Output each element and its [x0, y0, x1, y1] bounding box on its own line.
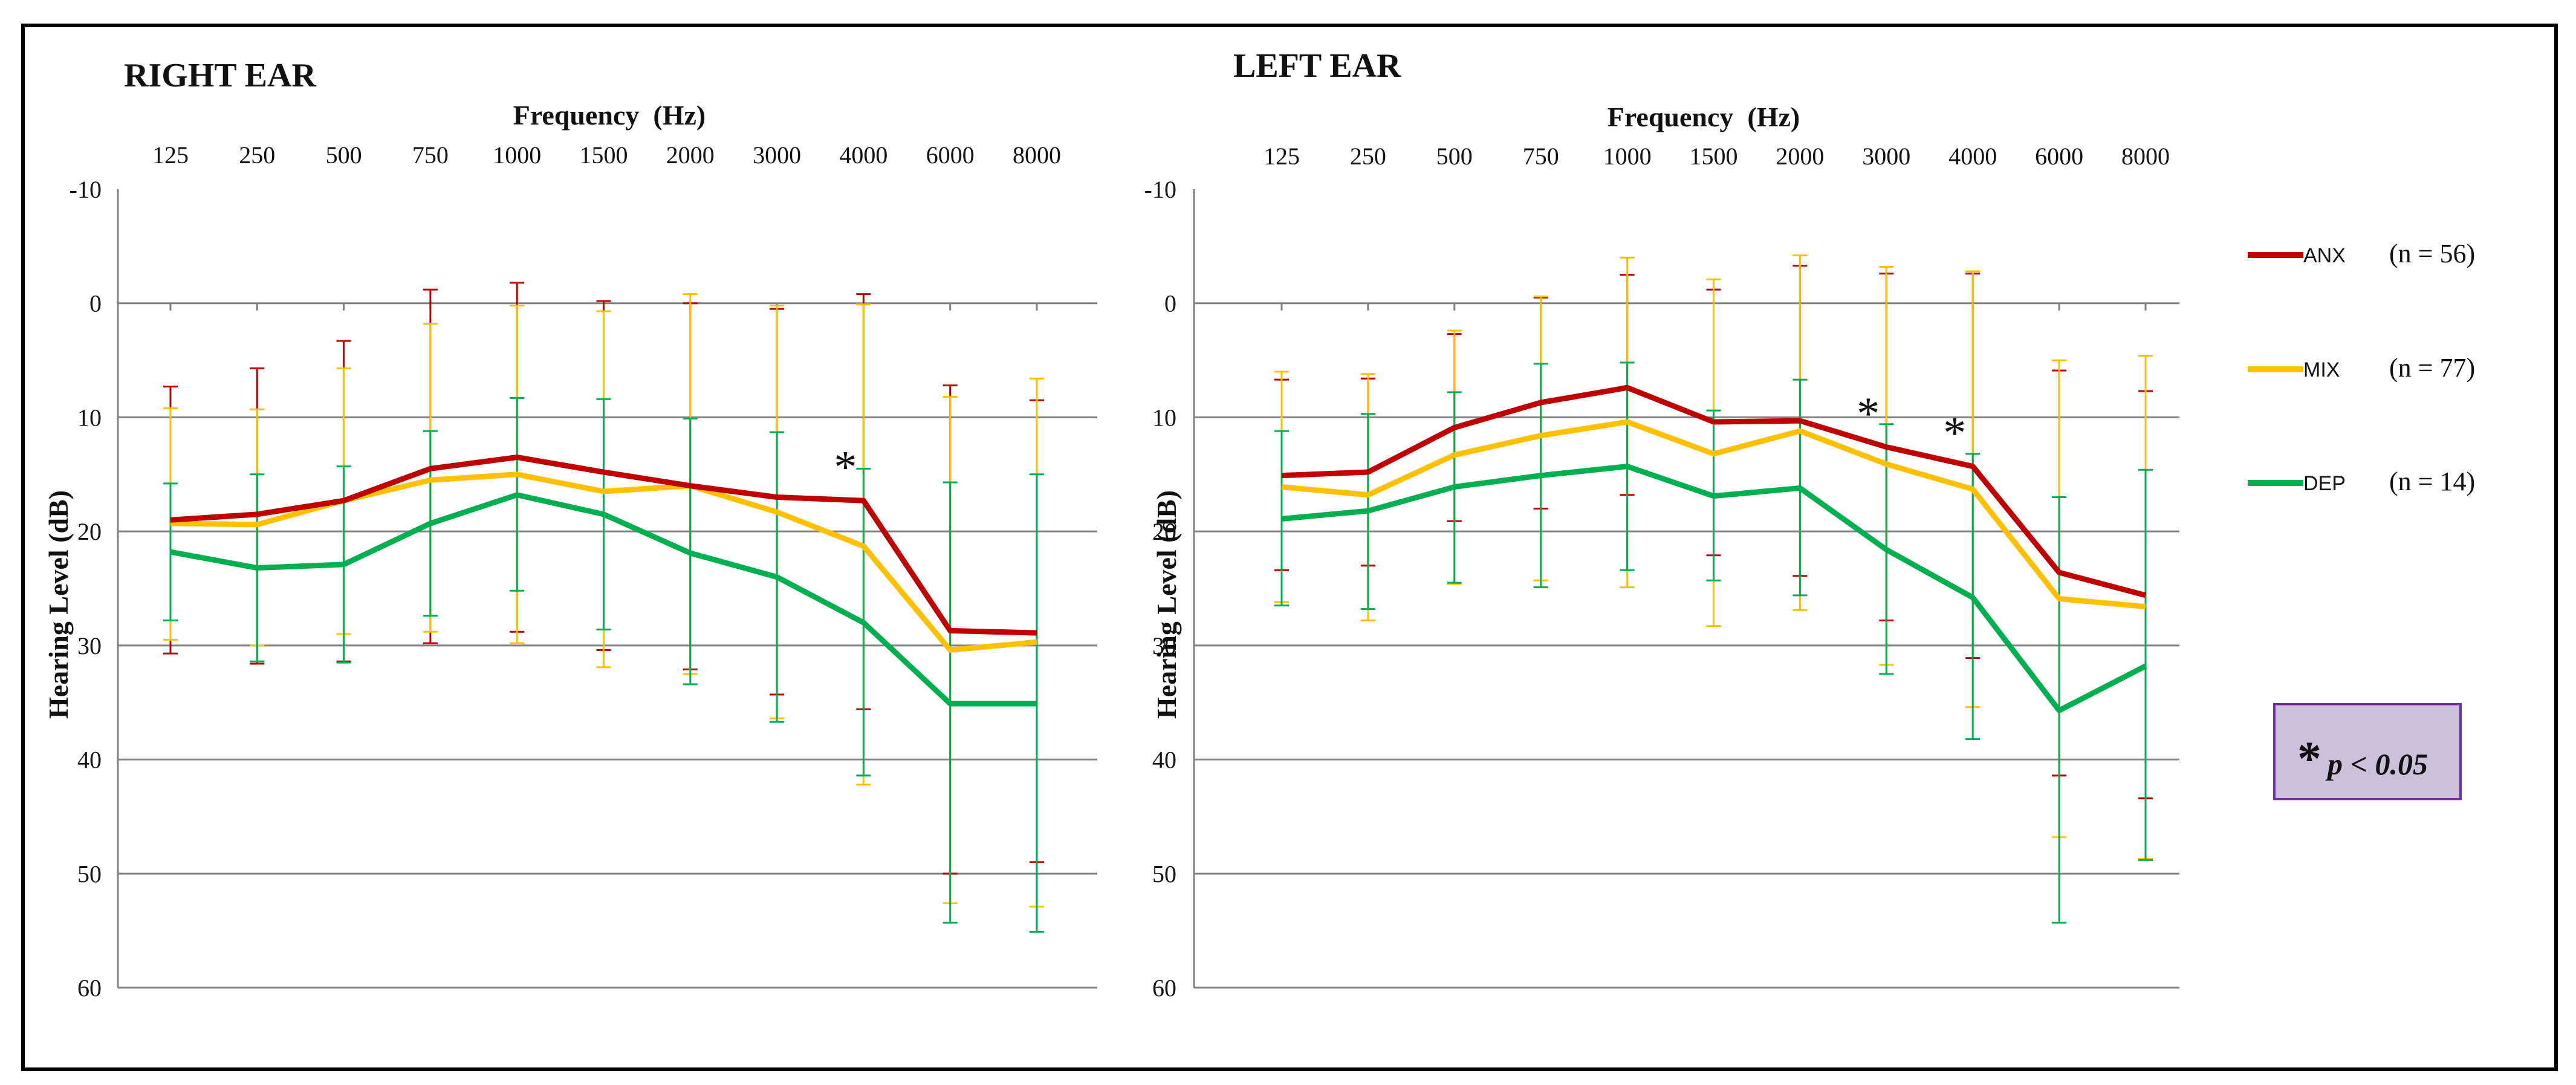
- series-line-dep: [1281, 464, 2147, 713]
- legend-count-dep: (n = 14): [2389, 467, 2475, 496]
- chart-title: RIGHT EAR: [124, 57, 316, 94]
- series-line-dep: [170, 492, 1037, 707]
- x-tick-label: 250: [239, 141, 275, 169]
- figure-border: [21, 24, 2558, 1071]
- x-tick-label: 3000: [1862, 143, 1910, 170]
- x-tick-label: 500: [1436, 143, 1473, 170]
- x-tick-label: 2000: [1776, 143, 1824, 170]
- x-tick-label: 8000: [1013, 141, 1061, 169]
- legend-item-anx: ANX (n = 56): [2248, 239, 2475, 268]
- y-tick-label: 60: [77, 974, 102, 1002]
- significance-star: *: [1857, 388, 1880, 439]
- y-tick-label: 0: [89, 290, 102, 317]
- legend: ANX (n = 56) MIX (n = 77) DEP (n = 14): [2248, 239, 2475, 496]
- y-tick-label: 20: [77, 518, 102, 545]
- x-tick-label: 4000: [839, 141, 887, 169]
- y-tick-label: -10: [70, 176, 102, 203]
- y-tick-label: 10: [1152, 404, 1176, 431]
- x-axis-title: Frequency (Hz): [513, 100, 706, 131]
- y-tick-label: 40: [1152, 747, 1176, 774]
- right-ear-chart: RIGHT EAR Frequency (Hz) Hearing Level (…: [43, 57, 1097, 1002]
- y-tick-label: 60: [1152, 974, 1176, 1002]
- legend-label-dep: DEP: [2303, 472, 2346, 495]
- significance-box-frame: [2273, 703, 2462, 800]
- y-tick-label: 50: [1152, 860, 1176, 887]
- x-tick-label: 1000: [1603, 143, 1652, 170]
- x-tick-label: 6000: [2035, 143, 2083, 170]
- legend-item-mix: MIX (n = 77): [2248, 353, 2475, 383]
- y-tick-label: -10: [1144, 176, 1176, 203]
- legend-count-mix: (n = 77): [2389, 353, 2475, 383]
- x-tick-label: 2000: [666, 141, 715, 169]
- legend-label-anx: ANX: [2303, 244, 2346, 267]
- x-tick-label: 6000: [926, 141, 975, 169]
- x-tick-label: 125: [152, 141, 189, 169]
- x-tick-label: 250: [1350, 143, 1386, 170]
- x-tick-label: 1000: [493, 141, 541, 169]
- series-line-anx: [1281, 384, 2147, 598]
- significance-star: *: [1943, 408, 1966, 459]
- y-tick-label: 40: [77, 747, 102, 774]
- legend-count-anx: (n = 56): [2389, 239, 2475, 268]
- x-tick-label: 3000: [753, 141, 801, 169]
- significance-box: * p < 0.05: [2273, 703, 2462, 800]
- significance-star: *: [834, 442, 857, 493]
- x-axis-title: Frequency (Hz): [1608, 102, 1800, 132]
- x-tick-label: 1500: [1690, 143, 1738, 170]
- x-tick-label: 1500: [580, 141, 628, 169]
- y-tick-label: 30: [1152, 632, 1176, 659]
- y-tick-label: 20: [1152, 518, 1176, 545]
- significance-star: *: [2297, 733, 2321, 786]
- chart-title: LEFT EAR: [1233, 47, 1401, 85]
- x-tick-label: 750: [412, 141, 449, 169]
- y-tick-label: 10: [77, 404, 102, 431]
- x-tick-label: 125: [1264, 143, 1300, 170]
- y-axis-title: Hearing Level (dB): [1151, 490, 1182, 719]
- legend-label-mix: MIX: [2303, 358, 2340, 381]
- significance-text: p < 0.05: [2325, 747, 2428, 781]
- y-tick-label: 50: [77, 860, 102, 887]
- legend-item-dep: DEP (n = 14): [2248, 467, 2475, 496]
- y-axis-title: Hearing Level (dB): [43, 490, 74, 719]
- x-tick-label: 750: [1523, 143, 1559, 170]
- left-ear-chart: LEFT EAR Frequency (Hz) Hearing Level (d…: [1144, 47, 2179, 1002]
- x-tick-label: 4000: [1948, 143, 1997, 170]
- series-line-mix: [170, 471, 1037, 653]
- x-tick-label: 500: [326, 141, 362, 169]
- y-tick-label: 0: [1164, 290, 1176, 317]
- series-line-anx: [170, 454, 1037, 636]
- x-tick-label: 8000: [2121, 143, 2170, 170]
- y-tick-label: 30: [77, 632, 102, 659]
- series-line-mix: [1281, 419, 2146, 610]
